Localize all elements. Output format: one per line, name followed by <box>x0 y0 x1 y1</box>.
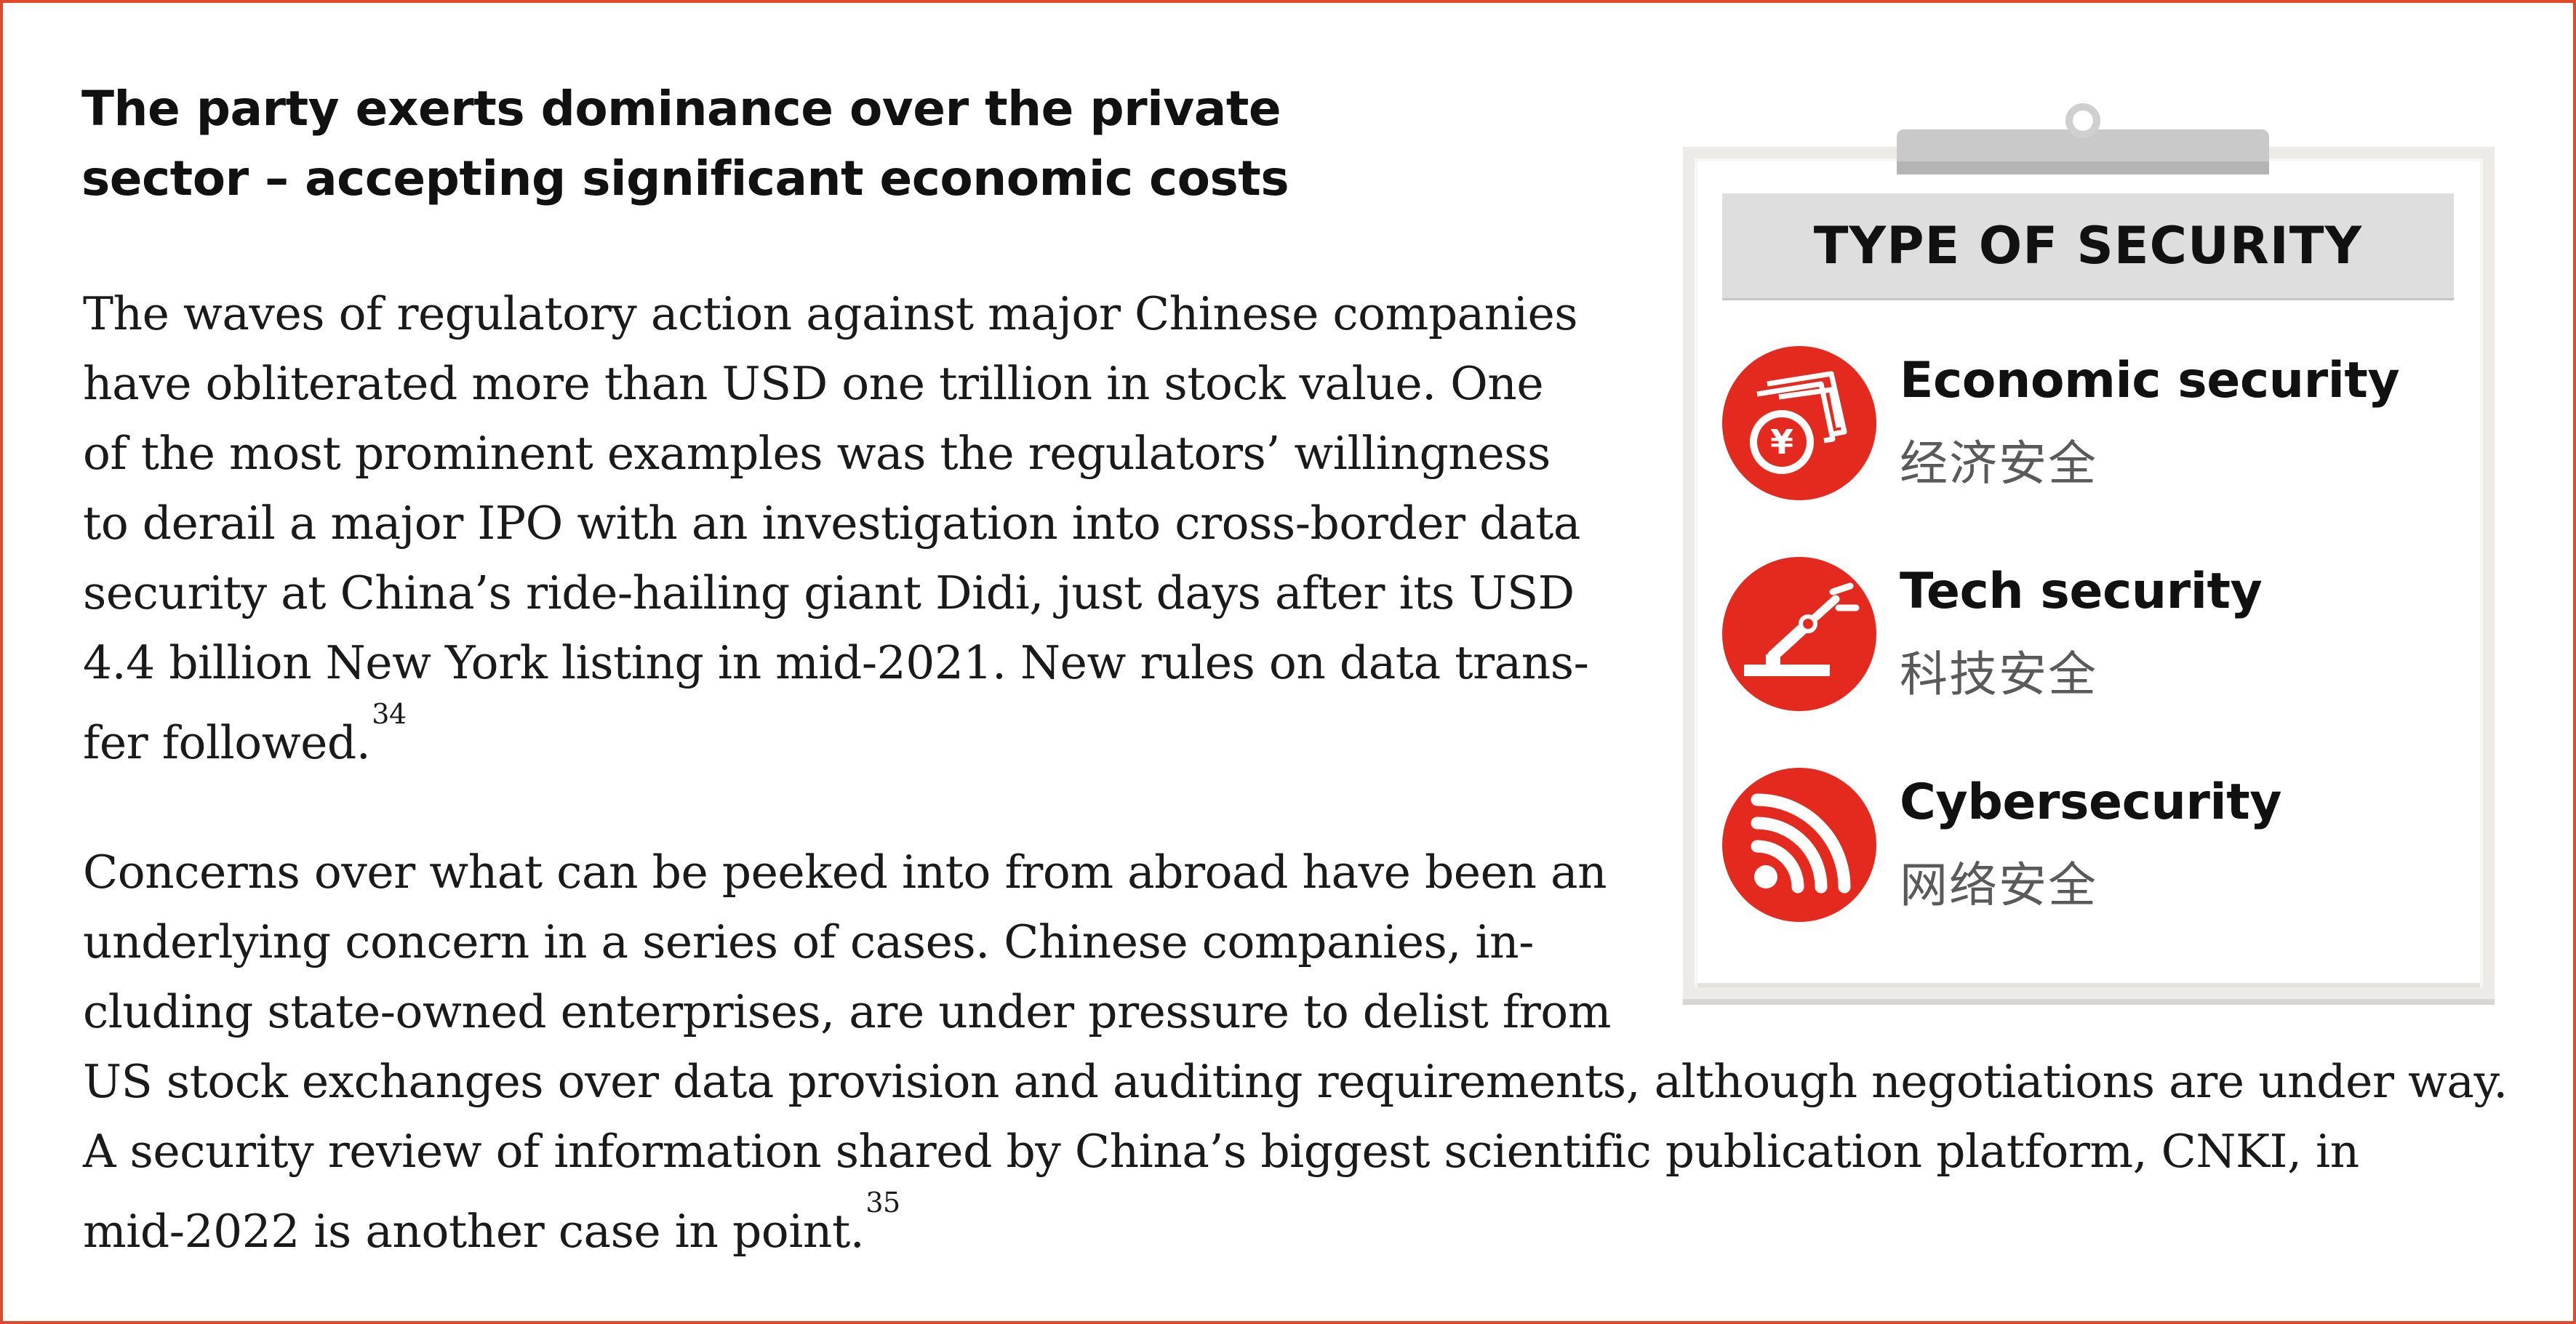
paragraph-line-last: mid-2022 is another case in point.35 <box>83 1187 2508 1267</box>
robot-arm-icon <box>1722 557 1876 711</box>
money-yen-icon: ¥ <box>1722 346 1876 500</box>
paragraph-2: Concerns over what can be peeked into fr… <box>83 838 2508 1267</box>
paragraph-1: The waves of regulatory action against m… <box>83 279 1589 778</box>
security-item-cyber: Cybersecurity 网络安全 <box>1722 763 2449 923</box>
paragraph-line: Concerns over what can be peeked into fr… <box>83 846 1607 899</box>
security-item-tech: Tech security 科技安全 <box>1722 553 2449 713</box>
paragraph-line: 4.4 billion New York listing in mid-2021… <box>83 636 1589 689</box>
paragraph-line: have obliterated more than USD one trill… <box>83 357 1544 410</box>
security-label-en: Cybersecurity <box>1900 774 2282 831</box>
clipboard-ring-icon <box>2065 103 2100 138</box>
paragraph-line: A security review of information shared … <box>83 1125 2359 1178</box>
paragraph-line: The waves of regulatory action against m… <box>83 287 1578 340</box>
paragraph-line: underlying concern in a series of cases.… <box>83 915 1534 968</box>
clipboard-clip-edge <box>1897 161 2269 174</box>
svg-text:¥: ¥ <box>1770 422 1793 462</box>
paragraph-line: of the most prominent examples was the r… <box>83 427 1551 480</box>
paragraph-line-text: mid-2022 is another case in point. <box>83 1205 865 1258</box>
footnote-marker[interactable]: 35 <box>865 1187 900 1219</box>
security-item-economic: ¥ Economic security 经济安全 <box>1722 342 2449 502</box>
signal-icon <box>1722 768 1876 922</box>
heading-line: The party exerts dominance over the priv… <box>81 81 1281 137</box>
security-label-en: Economic security <box>1900 352 2400 409</box>
footnote-marker[interactable]: 34 <box>372 698 407 730</box>
panel-title: TYPE OF SECURITY <box>1722 193 2454 300</box>
paragraph-line-last: fer followed.34 <box>83 698 1588 778</box>
paragraph-line: security at China’s ride-hailing giant D… <box>83 566 1575 619</box>
paragraph-line: to derail a major IPO with an investigat… <box>83 497 1580 550</box>
paragraph-line-text: fer followed. <box>83 716 371 769</box>
heading-line: sector – accepting significant economic … <box>81 151 1289 206</box>
article-heading: The party exerts dominance over the priv… <box>81 74 1289 214</box>
security-label-zh: 科技安全 <box>1900 646 2097 702</box>
paragraph-line: cluding state-owned enterprises, are und… <box>83 985 1611 1038</box>
paragraph-line: US stock exchanges over data provision a… <box>83 1055 2508 1108</box>
security-label-zh: 网络安全 <box>1900 857 2097 913</box>
security-label-en: Tech security <box>1900 563 2263 620</box>
security-label-zh: 经济安全 <box>1900 436 2097 492</box>
